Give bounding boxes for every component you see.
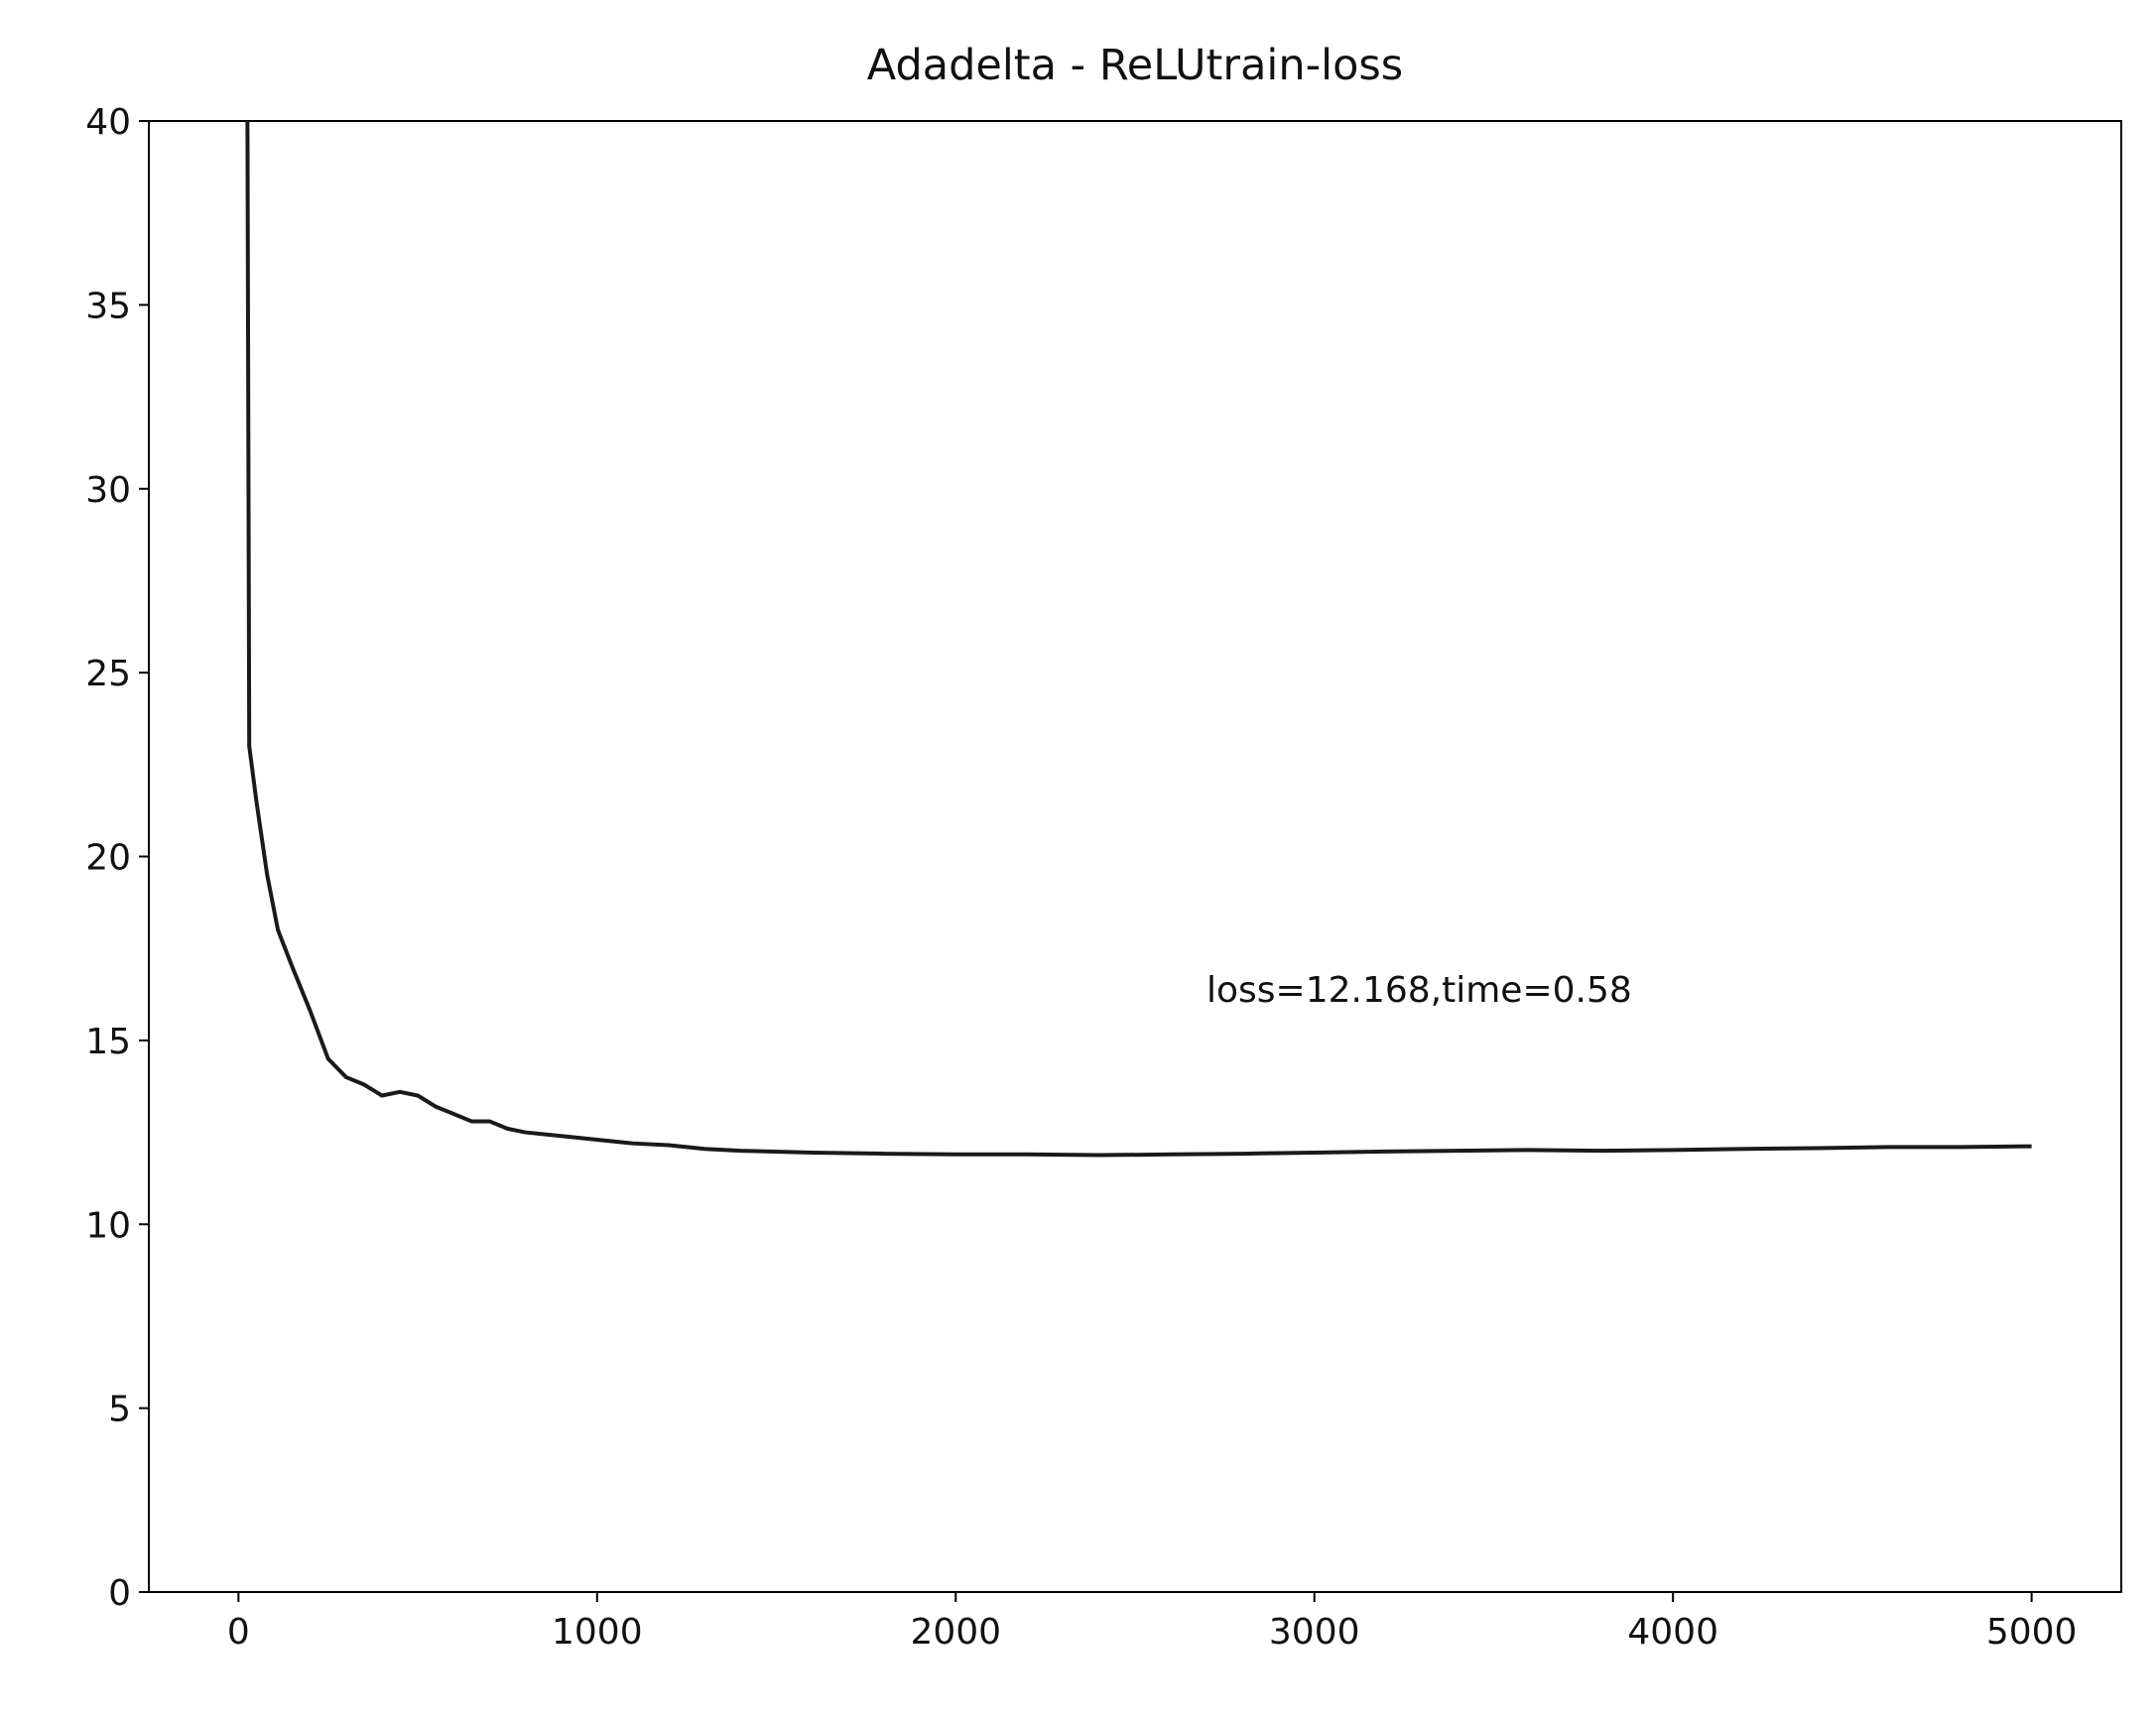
x-tick-label: 3000 xyxy=(1269,1612,1360,1653)
chart-title: Adadelta - ReLUtrain-loss xyxy=(867,41,1403,90)
y-tick-label: 35 xyxy=(85,286,131,326)
x-tick-label: 0 xyxy=(227,1612,250,1653)
y-tick-label: 20 xyxy=(85,838,131,879)
y-tick-label: 30 xyxy=(85,470,131,511)
x-tick-label: 5000 xyxy=(1986,1612,2078,1653)
x-tick-label: 4000 xyxy=(1627,1612,1718,1653)
y-tick-label: 10 xyxy=(85,1205,131,1246)
y-tick-label: 15 xyxy=(85,1022,131,1062)
y-tick-label: 40 xyxy=(85,102,131,143)
line xyxy=(245,121,2032,1158)
plot-frame xyxy=(148,120,2122,1593)
x-tick-label: 1000 xyxy=(552,1612,643,1653)
y-tick-label: 5 xyxy=(108,1390,131,1430)
y-tick-label: 0 xyxy=(108,1573,131,1614)
y-tick-label: 25 xyxy=(85,654,131,694)
x-tick-label: 2000 xyxy=(910,1612,1001,1653)
annotation: loss=12.168,time=0.58 xyxy=(1206,970,1632,1011)
